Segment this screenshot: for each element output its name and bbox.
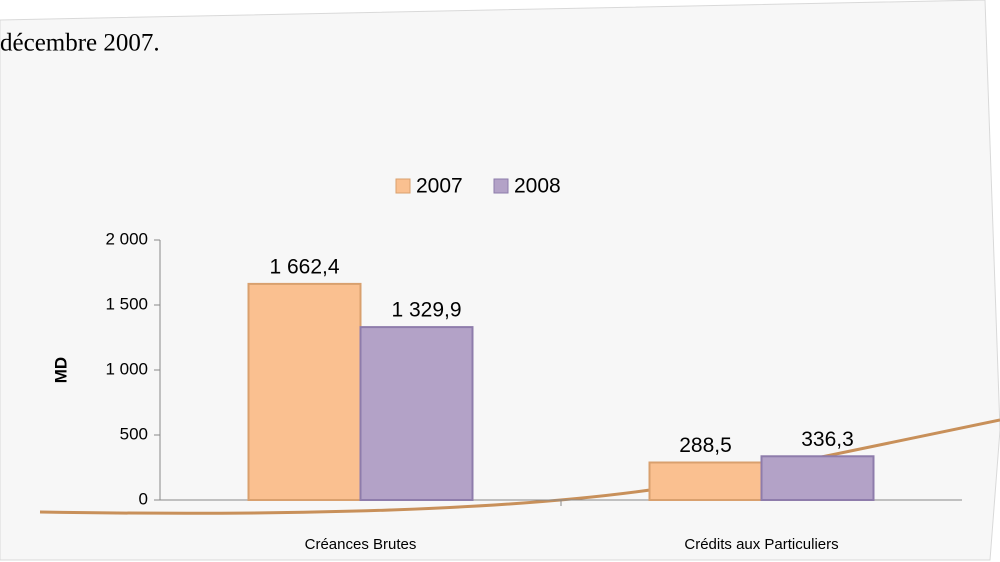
- body-text: décembre 2007.: [0, 30, 160, 57]
- y-tick-label: 2 000: [105, 229, 148, 248]
- y-tick-label: 1 000: [105, 359, 148, 378]
- bar: [648, 461, 763, 501]
- bar: [359, 326, 474, 501]
- y-tick-label: 0: [139, 489, 148, 508]
- y-axis-label: MD: [51, 357, 70, 383]
- value-label: 1 329,9: [391, 299, 461, 322]
- legend-label: 2007: [416, 175, 463, 198]
- x-tick-label: Crédits aux Particuliers: [684, 536, 838, 553]
- legend-swatch: [395, 178, 411, 194]
- legend-swatch: [493, 178, 509, 194]
- x-tick-label: Créances Brutes: [305, 536, 417, 553]
- value-label: 1 662,4: [269, 255, 339, 278]
- y-tick-label: 500: [120, 424, 148, 443]
- legend-label: 2008: [514, 175, 561, 198]
- bar: [247, 282, 362, 501]
- value-label: 288,5: [679, 434, 732, 457]
- value-label: 336,3: [801, 428, 854, 451]
- bar: [760, 455, 875, 502]
- y-tick-label: 1 500: [105, 294, 148, 313]
